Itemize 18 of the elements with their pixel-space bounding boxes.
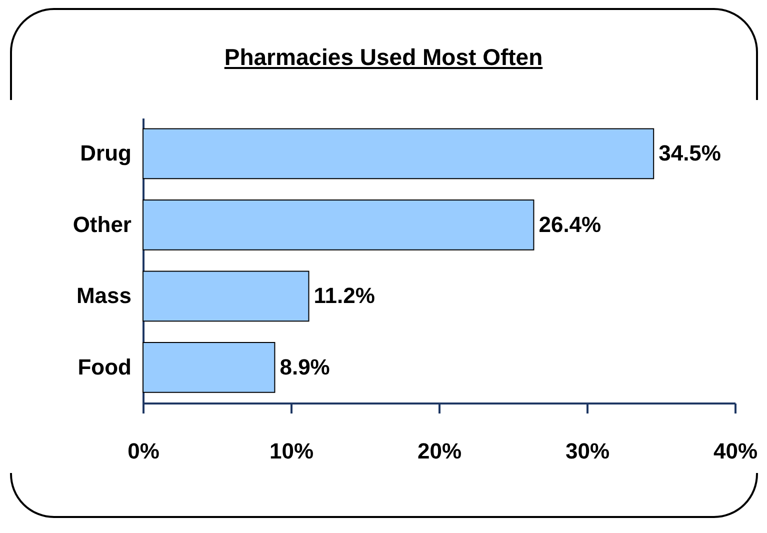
data-label: 26.4% [538,212,602,237]
y-tick-label: Mass [76,283,132,308]
y-tick-label: Drug [80,140,132,166]
x-tick-label: 40% [713,438,758,464]
data-label: 34.5% [658,140,721,166]
x-tick-label: 0% [128,438,160,464]
bar [142,128,654,180]
x-tick-label: 30% [565,438,610,464]
bar [142,270,310,322]
data-label: 11.2% [314,283,375,308]
x-tick-label: 20% [417,438,462,464]
data-label: 8.9% [280,354,330,380]
bar [142,342,276,393]
x-tick-label: 10% [269,438,314,464]
chart-title: Pharmacies Used Most Often [223,44,544,71]
y-tick-label: Food [78,354,132,380]
y-tick-label: Other [72,212,132,237]
bar [142,199,534,250]
